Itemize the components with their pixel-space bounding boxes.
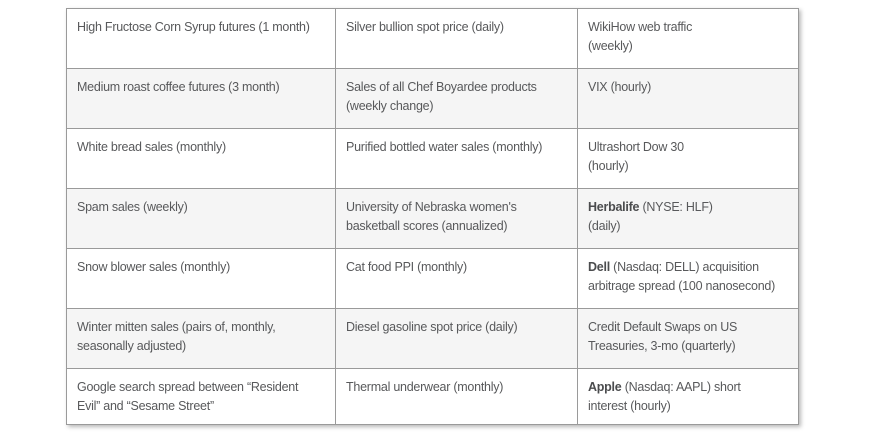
table-cell: Apple (Nasdaq: AAPL) short interest (hou… xyxy=(577,368,799,425)
table-row: High Fructose Corn Syrup futures (1 mont… xyxy=(66,8,799,69)
table-cell: Purified bottled water sales (monthly) xyxy=(335,128,578,189)
table-row: Google search spread between “Resident E… xyxy=(66,368,799,425)
table-row: Medium roast coffee futures (3 month) Sal… xyxy=(66,68,799,129)
table-cell: Diesel gasoline spot price (daily) xyxy=(335,308,578,369)
table-row: Snow blower sales (monthly) Cat food PPI … xyxy=(66,248,799,309)
table-cell: WikiHow web traffic (weekly) xyxy=(577,8,799,69)
table-cell: Credit Default Swaps on US Treasuries, 3… xyxy=(577,308,799,369)
table-cell: Silver bullion spot price (daily) xyxy=(335,8,578,69)
table-cell: Ultrashort Dow 30 (hourly) xyxy=(577,128,799,189)
table-cell: VIX (hourly) xyxy=(577,68,799,129)
table-cell: White bread sales (monthly) xyxy=(66,128,336,189)
table-cell: High Fructose Corn Syrup futures (1 mont… xyxy=(66,8,336,69)
table-cell: Thermal underwear (monthly) xyxy=(335,368,578,425)
table-cell: Snow blower sales (monthly) xyxy=(66,248,336,309)
ticker-name: Apple xyxy=(588,380,622,394)
trends-table-body: High Fructose Corn Syrup futures (1 mont… xyxy=(66,8,799,425)
table-cell: Dell (Nasdaq: DELL) acquisition arbitrag… xyxy=(577,248,799,309)
table-cell: Herbalife (NYSE: HLF) (daily) xyxy=(577,188,799,249)
table-cell: Cat food PPI (monthly) xyxy=(335,248,578,309)
table-cell: Sales of all Chef Boyardee products (wee… xyxy=(335,68,578,129)
table-row: Spam sales (weekly) University of Nebrask… xyxy=(66,188,799,249)
ticker-name: Herbalife xyxy=(588,200,640,214)
trends-table: High Fructose Corn Syrup futures (1 mont… xyxy=(66,8,799,425)
table-cell: University of Nebraska women's basketbal… xyxy=(335,188,578,249)
table-cell: Google search spread between “Resident E… xyxy=(66,368,336,425)
trends-table-container: High Fructose Corn Syrup futures (1 mont… xyxy=(66,8,799,425)
table-cell: Medium roast coffee futures (3 month) xyxy=(66,68,336,129)
ticker-name: Dell xyxy=(588,260,610,274)
table-row: Winter mitten sales (pairs of, monthly, … xyxy=(66,308,799,369)
table-row: White bread sales (monthly) Purified bott… xyxy=(66,128,799,189)
table-cell: Winter mitten sales (pairs of, monthly, … xyxy=(66,308,336,369)
table-cell: Spam sales (weekly) xyxy=(66,188,336,249)
